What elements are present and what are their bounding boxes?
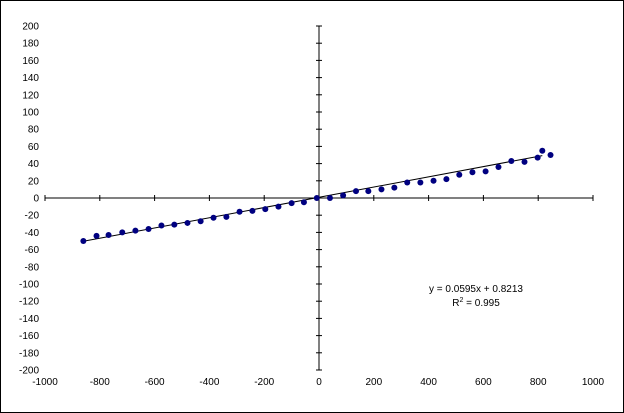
data-points xyxy=(80,147,554,244)
data-point xyxy=(300,199,307,206)
data-point xyxy=(340,192,347,199)
data-point xyxy=(508,158,515,165)
data-point xyxy=(417,179,424,186)
data-point xyxy=(210,214,217,221)
x-tick-label: 800 xyxy=(530,377,547,388)
y-tick-label: 140 xyxy=(22,73,39,84)
x-tick-label: 200 xyxy=(365,377,382,388)
x-tick-label: 600 xyxy=(475,377,492,388)
data-point xyxy=(158,222,165,229)
data-point xyxy=(223,213,230,220)
data-point xyxy=(430,177,437,184)
data-point xyxy=(80,238,87,244)
data-point xyxy=(469,169,476,176)
y-tick-label: 100 xyxy=(22,108,39,119)
data-point xyxy=(495,164,502,171)
y-tick-label: 80 xyxy=(28,125,40,136)
data-point xyxy=(352,188,359,195)
data-point xyxy=(547,152,554,158)
data-point xyxy=(236,208,243,215)
data-point xyxy=(521,158,528,165)
y-tick-label: -200 xyxy=(19,366,39,377)
y-tick-label: -160 xyxy=(19,331,39,342)
x-tick-label: -200 xyxy=(254,377,274,388)
y-tick-label: -140 xyxy=(19,314,39,325)
data-point xyxy=(171,221,178,228)
y-tick-label: -40 xyxy=(25,228,40,239)
data-point xyxy=(378,186,385,193)
data-point xyxy=(145,225,152,232)
data-point xyxy=(539,147,546,154)
data-point xyxy=(105,231,112,238)
data-point xyxy=(456,171,463,178)
x-tick-label: -600 xyxy=(145,377,165,388)
x-axis-ticks: -1000 -800 -600 -400 -200 0 200 400 600 800 1000 xyxy=(32,195,605,388)
r-squared-value: = 0.995 xyxy=(463,298,500,309)
x-tick-label: -400 xyxy=(199,377,219,388)
y-tick-label: 160 xyxy=(22,56,39,67)
x-tick-label: -1000 xyxy=(32,377,58,388)
r-squared-label: R2 = 0.995 xyxy=(452,297,500,309)
y-tick-label: 60 xyxy=(28,142,40,153)
y-tick-label: -180 xyxy=(19,348,39,359)
data-point xyxy=(262,206,269,213)
y-tick-label: -100 xyxy=(19,280,39,291)
y-tick-label: -80 xyxy=(25,262,40,273)
r-squared-r: R xyxy=(452,298,459,309)
data-point xyxy=(365,188,372,195)
data-point xyxy=(326,195,333,201)
r-squared-superscript: 2 xyxy=(459,297,463,304)
data-point xyxy=(184,219,191,226)
y-tick-label: 20 xyxy=(28,176,40,187)
x-tick-label: 0 xyxy=(316,377,322,388)
data-point xyxy=(391,184,398,191)
y-tick-label: -60 xyxy=(25,245,40,256)
data-point xyxy=(534,154,541,161)
y-tick-label: 200 xyxy=(22,22,39,33)
data-point xyxy=(443,176,450,183)
data-point xyxy=(482,168,489,175)
y-axis-ticks: -200-180-160-140-120-100-80-60-40-200204… xyxy=(19,22,322,377)
data-point xyxy=(288,200,295,207)
trendline-equation: y = 0.0595x + 0.8213 xyxy=(429,284,523,295)
data-point xyxy=(249,207,256,214)
data-point xyxy=(132,227,139,234)
y-tick-label: 120 xyxy=(22,90,39,101)
data-point xyxy=(275,203,282,210)
y-tick-label: 40 xyxy=(28,159,40,170)
y-tick-label: -120 xyxy=(19,297,39,308)
y-tick-label: 180 xyxy=(22,39,39,50)
x-tick-label: 400 xyxy=(420,377,437,388)
data-point xyxy=(197,218,204,225)
data-point xyxy=(404,179,411,186)
x-tick-label: 1000 xyxy=(582,377,605,388)
data-point xyxy=(119,229,126,236)
data-point xyxy=(313,195,320,201)
data-point xyxy=(93,232,100,239)
x-tick-label: -800 xyxy=(90,377,110,388)
y-tick-label: -20 xyxy=(25,211,40,222)
y-tick-label: 0 xyxy=(33,194,39,205)
